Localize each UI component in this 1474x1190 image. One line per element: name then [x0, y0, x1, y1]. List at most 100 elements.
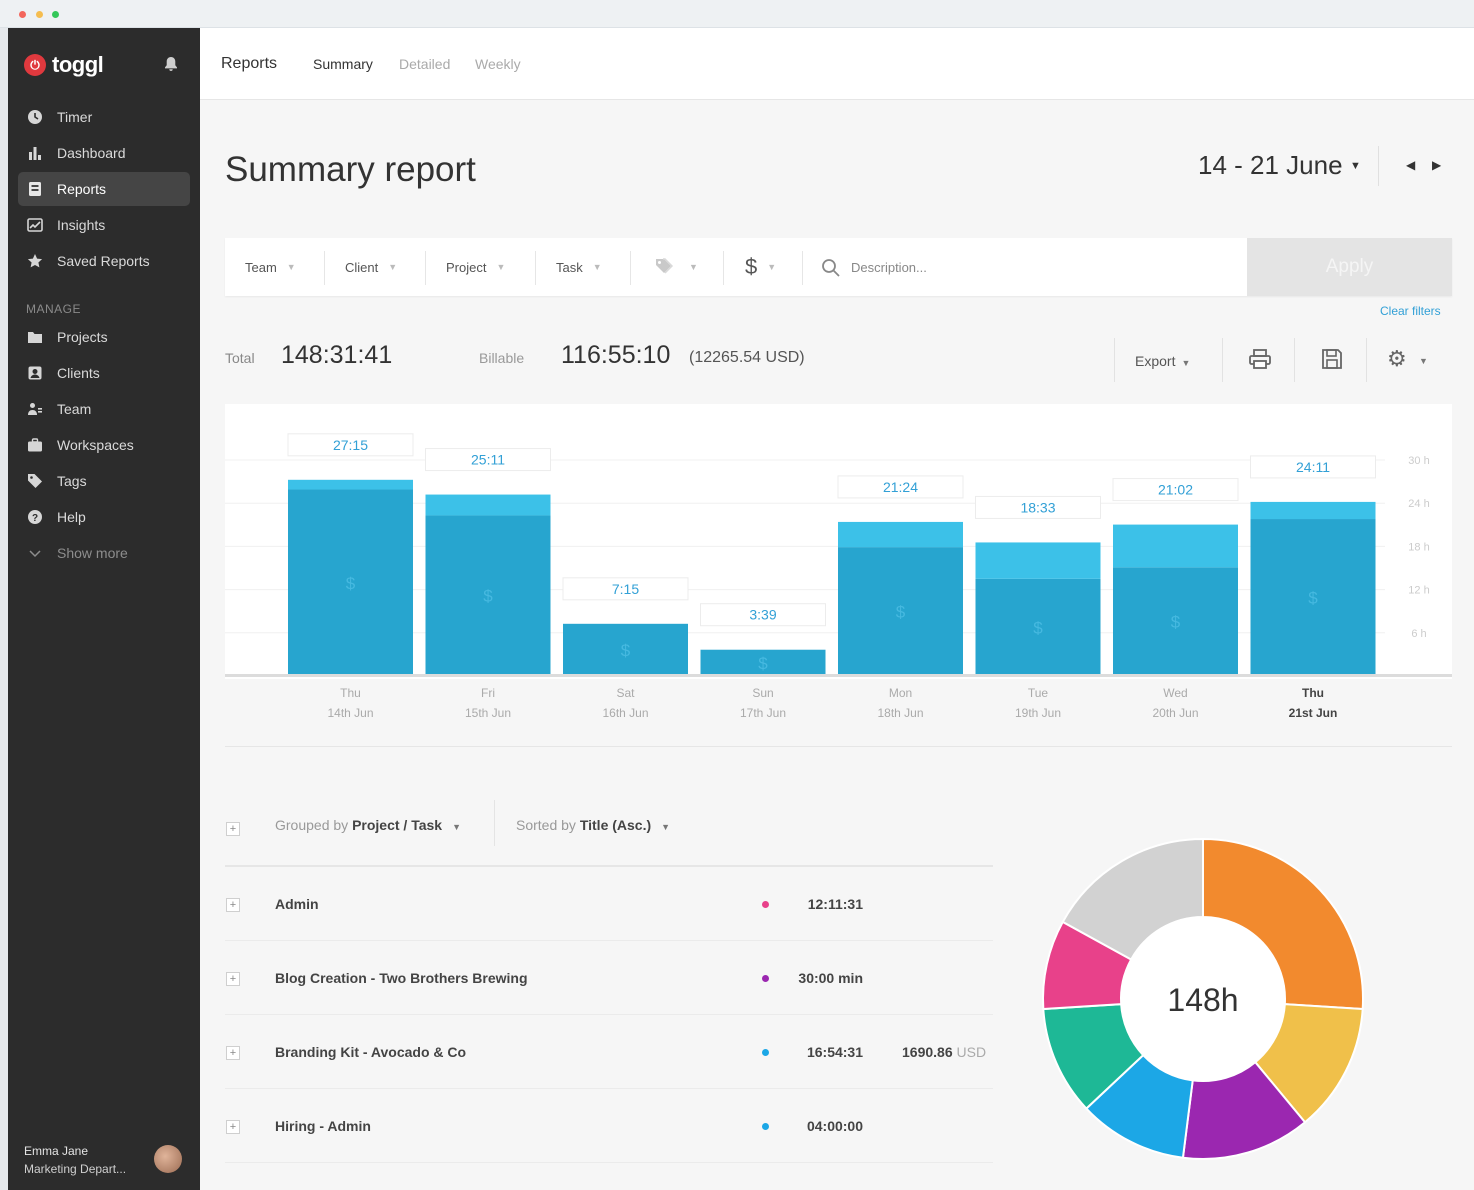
filter-team[interactable]: Team ▼ — [245, 238, 296, 296]
caret-down-icon: ▼ — [592, 262, 602, 272]
expand-all-button[interactable]: + — [226, 822, 240, 836]
project-duration: 04:00:00 — [806, 1118, 863, 1134]
export-button[interactable]: Export ▼ — [1135, 353, 1190, 369]
print-icon[interactable] — [1248, 348, 1272, 376]
list-item[interactable]: + Branding Kit - Avocado & Co 16:54:31 1690… — [225, 1015, 993, 1089]
x-tick-date: 20th Jun — [1152, 706, 1199, 720]
user-profile[interactable]: Emma Jane Marketing Depart... — [24, 1144, 184, 1176]
minimize-window-icon[interactable] — [36, 11, 43, 18]
expand-row-button[interactable]: + — [226, 972, 240, 986]
filter-project[interactable]: Project ▼ — [446, 238, 505, 296]
sidebar-item-label: Show more — [57, 545, 128, 561]
apply-button[interactable]: Apply — [1247, 238, 1452, 296]
sidebar-manage-nav: Projects Clients Team Workspaces Tags ? Help Sh… — [18, 320, 190, 572]
billable-dollar-icon: $ — [621, 641, 631, 660]
caret-down-icon: ▼ — [689, 262, 698, 272]
x-tick-day: Tue — [1027, 686, 1049, 700]
caret-down-icon: ▼ — [452, 822, 461, 832]
data-label: 18:33 — [1020, 499, 1055, 515]
caret-down-icon[interactable]: ▼ — [1350, 160, 1361, 172]
bar-non-billable — [1113, 524, 1238, 568]
data-label-box — [975, 495, 1101, 519]
filter-tags[interactable]: ▼ — [655, 238, 698, 296]
y-tick-label: 6 h — [1411, 628, 1426, 640]
avatar[interactable] — [154, 1145, 182, 1173]
sidebar-item-insights[interactable]: Insights — [18, 208, 190, 242]
expand-row-button[interactable]: + — [226, 898, 240, 912]
tag-icon — [26, 472, 44, 490]
project-duration: 12:11:31 — [807, 896, 863, 912]
sidebar-item-tags[interactable]: Tags — [18, 464, 190, 498]
x-tick-day: Thu — [1302, 686, 1324, 700]
tab-summary[interactable]: Summary — [313, 56, 373, 72]
x-tick-date: 21st Jun — [1288, 706, 1338, 720]
filter-bar: Team▼ Client▼ Project▼ Task▼ ▼ $▼ Apply — [225, 238, 1452, 296]
save-icon[interactable] — [1321, 348, 1343, 376]
list-item[interactable]: + Hiring - Admin 04:00:00 — [225, 1089, 993, 1163]
divider — [1294, 338, 1295, 382]
gear-icon[interactable]: ⚙ — [1387, 346, 1407, 371]
folder-icon — [26, 328, 44, 346]
data-label: 7:15 — [612, 581, 639, 597]
x-axis-baseline — [225, 674, 1452, 677]
x-tick-day: Wed — [1163, 686, 1188, 700]
logo-text: toggl — [52, 52, 104, 77]
sidebar-item-help[interactable]: ? Help — [18, 500, 190, 534]
caret-down-icon[interactable]: ▼ — [1419, 356, 1428, 366]
sort-by-value: Title (Asc.) — [579, 817, 652, 833]
data-label: 27:15 — [333, 437, 368, 453]
project-duration: 30:00 min — [798, 970, 863, 986]
list-item[interactable]: + Admin 12:11:31 — [225, 867, 993, 941]
divider — [1378, 146, 1379, 186]
x-tick-date: 18th Jun — [877, 706, 924, 720]
sidebar-item-team[interactable]: Team — [18, 392, 190, 426]
sidebar-item-saved-reports[interactable]: Saved Reports — [18, 244, 190, 278]
bell-icon[interactable] — [164, 56, 178, 76]
sidebar-item-workspaces[interactable]: Workspaces — [18, 428, 190, 462]
list-item[interactable]: + Blog Creation - Two Brothers Brewing 30:… — [225, 941, 993, 1015]
x-tick-date: 19th Jun — [1014, 706, 1062, 720]
close-window-icon[interactable] — [19, 11, 26, 18]
caret-down-icon: ▼ — [388, 262, 398, 272]
caret-down-icon: ▼ — [1181, 358, 1191, 368]
tab-detailed[interactable]: Detailed — [399, 56, 451, 72]
client-icon — [26, 364, 44, 382]
filter-billable[interactable]: $ ▼ — [745, 238, 776, 296]
divider — [1366, 338, 1367, 382]
filter-client[interactable]: Client ▼ — [345, 238, 397, 296]
sidebar-item-label: Help — [57, 509, 86, 525]
clear-filters-link[interactable]: Clear filters — [1380, 304, 1441, 318]
sidebar-item-reports[interactable]: Reports — [18, 172, 190, 206]
filter-project-label: Project — [446, 259, 487, 275]
next-period-icon[interactable]: ▶ — [1432, 158, 1442, 172]
sidebar-item-label: Workspaces — [57, 437, 134, 453]
star-icon — [26, 252, 44, 270]
sidebar-item-clients[interactable]: Clients — [18, 356, 190, 390]
sidebar-item-label: Tags — [57, 473, 87, 489]
previous-period-icon[interactable]: ◀ — [1406, 158, 1416, 172]
bar-non-billable — [975, 542, 1101, 579]
maximize-window-icon[interactable] — [52, 11, 59, 18]
team-icon — [26, 400, 44, 418]
filter-task[interactable]: Task ▼ — [556, 238, 602, 296]
sidebar-item-projects[interactable]: Projects — [18, 320, 190, 354]
sort-by-dropdown[interactable]: Sorted by Title (Asc.) ▼ — [516, 817, 670, 833]
logo[interactable]: ⏻ toggl — [24, 52, 104, 78]
x-tick-day: Fri — [481, 686, 495, 700]
expand-row-button[interactable]: + — [226, 1046, 240, 1060]
filter-team-label: Team — [245, 259, 277, 275]
sidebar-item-dashboard[interactable]: Dashboard — [18, 136, 190, 170]
group-by-dropdown[interactable]: Grouped by Project / Task ▼ — [275, 817, 461, 833]
briefcase-icon — [26, 436, 44, 454]
expand-row-button[interactable]: + — [226, 1120, 240, 1134]
tab-weekly[interactable]: Weekly — [475, 56, 521, 72]
sidebar-nav: Timer Dashboard Reports Insights Saved Repor… — [18, 100, 190, 280]
sidebar-item-timer[interactable]: Timer — [18, 100, 190, 134]
data-label-box — [562, 577, 689, 601]
date-range-picker[interactable]: 14 - 21 June — [1198, 150, 1343, 180]
billable-dollar-icon: $ — [758, 654, 768, 673]
description-search-input[interactable] — [851, 252, 1231, 282]
bar-chart-svg: 6 h 12 h 18 h 24 h 30 h $27:15 $25:11 $7:15 $3:3… — [225, 433, 1452, 677]
list-header-divider — [225, 865, 993, 867]
sidebar-item-show-more[interactable]: Show more — [18, 536, 190, 570]
